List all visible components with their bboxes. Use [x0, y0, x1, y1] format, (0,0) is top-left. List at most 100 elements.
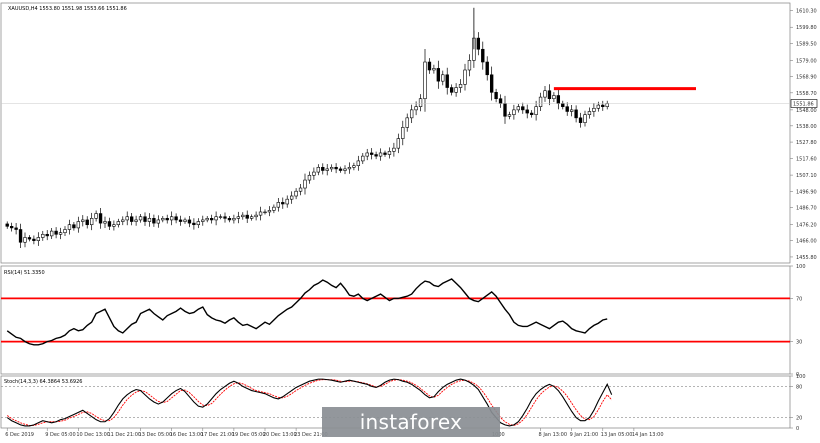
- candle-body-down: [338, 168, 343, 171]
- price-tick-label: 1548.00: [796, 108, 817, 114]
- candle-body-down: [32, 238, 36, 241]
- rsi-axis: 100 70 30 0: [790, 264, 806, 378]
- candle-body-down: [192, 222, 196, 226]
- candle: [445, 67, 449, 95]
- candle: [303, 173, 307, 195]
- candle: [187, 215, 192, 228]
- candle-body-up: [396, 138, 401, 149]
- candle: [552, 92, 556, 103]
- candle: [227, 216, 232, 223]
- candle-body-up: [454, 87, 458, 93]
- time-tick-label: 16 Dec 13:00: [170, 432, 204, 438]
- candle: [578, 112, 583, 128]
- candle: [565, 102, 569, 116]
- candle-body-up: [272, 206, 276, 211]
- candle-body-up: [241, 214, 245, 218]
- candle-body-down: [481, 48, 485, 63]
- price-tick-label: 1496.90: [796, 189, 817, 195]
- time-tick-label: 13 Jan 05:00: [601, 432, 633, 438]
- candle: [418, 94, 423, 112]
- candle-body-up: [218, 216, 223, 218]
- candle: [218, 214, 223, 220]
- candle-body-down: [449, 87, 454, 93]
- rsi-tick-label: 70: [796, 296, 802, 302]
- candle: [254, 211, 258, 221]
- candle: [192, 218, 196, 230]
- time-tick-label: 17 Dec 21:00: [201, 432, 235, 438]
- candle-body-down: [227, 218, 232, 221]
- candle: [116, 218, 121, 228]
- candle-body-up: [134, 219, 138, 222]
- candle-body-up: [63, 229, 67, 233]
- candle: [249, 214, 254, 221]
- candle: [494, 88, 498, 103]
- time-tick-label: 20 Dec 13:00: [263, 432, 297, 438]
- candle: [267, 206, 272, 217]
- candle-body-up: [298, 187, 303, 192]
- price-panel-frame: [0, 2, 791, 264]
- candle: [547, 84, 552, 106]
- candle: [147, 213, 152, 227]
- candle-body-down: [98, 213, 103, 224]
- candle: [352, 162, 356, 171]
- candle: [454, 83, 458, 97]
- candle-body-up: [365, 152, 369, 157]
- candle-body-up: [405, 117, 409, 128]
- candle: [129, 212, 134, 226]
- candle: [543, 85, 547, 102]
- candle-body-up: [392, 147, 396, 152]
- price-tick-label: 1466.00: [796, 239, 817, 245]
- candle: [316, 164, 321, 176]
- candle-body-up: [507, 114, 512, 117]
- candle: [569, 105, 574, 117]
- candle-body-up: [201, 219, 205, 222]
- candle: [223, 212, 227, 223]
- candle-body-up: [361, 155, 365, 162]
- candle-body-down: [561, 103, 565, 107]
- candle: [138, 214, 143, 223]
- candle-body-down: [45, 233, 49, 237]
- candle-body-up: [596, 104, 601, 109]
- time-tick-label: 8 Jan 13:00: [539, 432, 567, 438]
- candle: [298, 184, 303, 196]
- candle: [458, 79, 463, 93]
- rsi-panel-frame: [0, 265, 791, 375]
- candle-body-up: [378, 152, 383, 157]
- candle-body-up: [316, 166, 321, 173]
- candle: [209, 214, 214, 224]
- candle: [343, 165, 347, 175]
- stoch-levels: [1, 386, 790, 418]
- candle: [241, 212, 245, 220]
- candle: [98, 207, 103, 229]
- candle-body-up: [183, 219, 187, 222]
- candle-body-down: [565, 106, 569, 112]
- candle-body-up: [267, 210, 272, 213]
- candle-body-up: [121, 219, 125, 222]
- candle-body-down: [334, 166, 338, 170]
- candle-body-down: [547, 90, 552, 100]
- candle-body-down: [383, 152, 387, 155]
- candle: [18, 223, 23, 249]
- candle: [272, 204, 276, 214]
- candle: [369, 148, 374, 160]
- candle-body-up: [516, 106, 521, 111]
- candle: [432, 64, 436, 74]
- candle-body-up: [161, 218, 165, 221]
- rsi-tick-label: 30: [796, 340, 802, 346]
- time-tick-label: 19 Dec 05:00: [232, 432, 266, 438]
- candle: [329, 164, 334, 172]
- candle: [521, 102, 525, 114]
- candle-body-up: [592, 107, 596, 112]
- price-tick-label: 1599.80: [796, 25, 817, 31]
- price-candles: [5, 7, 609, 249]
- candle-body-up: [112, 224, 116, 227]
- price-axis: 1610.30 1599.80 1589.50 1579.00 1568.90 1558.…: [790, 8, 817, 261]
- candle-body-up: [343, 168, 347, 171]
- candle-body-down: [427, 61, 432, 71]
- price-tick-label: 1486.70: [796, 206, 817, 212]
- candle-body-up: [414, 106, 418, 111]
- candle-body-up: [458, 84, 463, 88]
- candle: [489, 66, 494, 101]
- watermark-text: instaforex: [359, 410, 463, 434]
